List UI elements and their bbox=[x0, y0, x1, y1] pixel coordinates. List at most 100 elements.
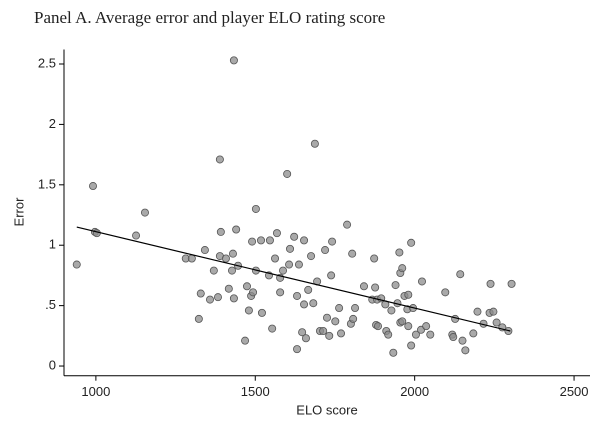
point bbox=[348, 249, 357, 258]
point bbox=[411, 330, 420, 339]
point bbox=[301, 334, 310, 343]
point bbox=[285, 260, 294, 269]
point bbox=[268, 324, 277, 333]
point bbox=[92, 229, 101, 238]
point bbox=[404, 322, 413, 331]
x-axis-label: ELO score bbox=[296, 402, 357, 417]
point bbox=[200, 246, 209, 255]
point bbox=[249, 288, 258, 297]
point bbox=[140, 208, 149, 217]
point bbox=[327, 271, 336, 280]
point bbox=[215, 155, 224, 164]
point bbox=[221, 254, 230, 263]
point bbox=[307, 252, 316, 261]
x-tick-label: 2500 bbox=[560, 384, 589, 399]
point bbox=[293, 345, 302, 354]
x-tick-label: 1500 bbox=[241, 384, 270, 399]
point bbox=[331, 317, 340, 326]
point bbox=[337, 329, 346, 338]
point bbox=[194, 314, 203, 323]
point bbox=[371, 283, 380, 292]
point bbox=[132, 231, 141, 240]
point bbox=[328, 237, 337, 246]
point bbox=[343, 220, 352, 229]
point bbox=[89, 182, 98, 191]
point bbox=[283, 169, 292, 178]
point bbox=[461, 346, 470, 355]
point bbox=[458, 336, 467, 345]
point bbox=[244, 306, 253, 315]
point bbox=[319, 326, 328, 335]
point bbox=[370, 254, 379, 263]
point bbox=[384, 330, 393, 339]
point bbox=[473, 307, 482, 316]
y-tick-label: 1 bbox=[49, 237, 56, 252]
point bbox=[398, 264, 407, 273]
point bbox=[349, 314, 358, 323]
point bbox=[309, 299, 318, 308]
point bbox=[187, 254, 196, 263]
point bbox=[404, 290, 413, 299]
point bbox=[271, 254, 280, 263]
point bbox=[206, 295, 215, 304]
point bbox=[407, 238, 416, 247]
point bbox=[298, 328, 307, 337]
point bbox=[322, 313, 331, 322]
y-axis-label: Error bbox=[11, 197, 26, 227]
point bbox=[407, 341, 416, 350]
point bbox=[300, 300, 309, 309]
point bbox=[228, 249, 237, 258]
point bbox=[395, 248, 404, 257]
point bbox=[72, 260, 81, 269]
point bbox=[257, 308, 266, 317]
point bbox=[321, 246, 330, 255]
y-tick-label: 1.5 bbox=[38, 176, 56, 191]
point bbox=[216, 227, 225, 236]
point bbox=[389, 348, 398, 357]
point bbox=[248, 237, 257, 246]
point bbox=[229, 294, 238, 303]
point bbox=[224, 284, 233, 293]
point bbox=[374, 322, 383, 331]
point bbox=[257, 236, 266, 245]
point bbox=[417, 277, 426, 286]
point bbox=[426, 330, 435, 339]
point bbox=[251, 204, 260, 213]
point bbox=[325, 331, 334, 340]
chart-title: Panel A. Average error and player ELO ra… bbox=[34, 8, 385, 27]
point bbox=[242, 282, 251, 291]
point bbox=[507, 279, 516, 288]
point bbox=[492, 318, 501, 327]
point bbox=[241, 336, 250, 345]
point bbox=[265, 236, 274, 245]
point bbox=[351, 304, 360, 313]
y-tick-label: 0 bbox=[49, 357, 56, 372]
point bbox=[359, 282, 368, 291]
point bbox=[469, 329, 478, 338]
y-tick-label: .5 bbox=[45, 297, 56, 312]
point bbox=[213, 293, 222, 302]
point bbox=[486, 279, 495, 288]
fit-line bbox=[76, 226, 511, 332]
point bbox=[391, 281, 400, 290]
point bbox=[294, 260, 303, 269]
point bbox=[304, 285, 313, 294]
x-tick-label: 2000 bbox=[400, 384, 429, 399]
point bbox=[196, 289, 205, 298]
point bbox=[286, 244, 295, 253]
point bbox=[272, 229, 281, 238]
point bbox=[310, 139, 319, 148]
point bbox=[449, 333, 458, 342]
point bbox=[276, 288, 285, 297]
x-tick-label: 1000 bbox=[81, 384, 110, 399]
point bbox=[300, 236, 309, 245]
point bbox=[209, 266, 218, 275]
point bbox=[422, 322, 431, 331]
y-tick-label: 2 bbox=[49, 116, 56, 131]
y-tick-label: 2.5 bbox=[38, 55, 56, 70]
point bbox=[290, 232, 299, 241]
point bbox=[229, 56, 238, 65]
point bbox=[398, 317, 407, 326]
